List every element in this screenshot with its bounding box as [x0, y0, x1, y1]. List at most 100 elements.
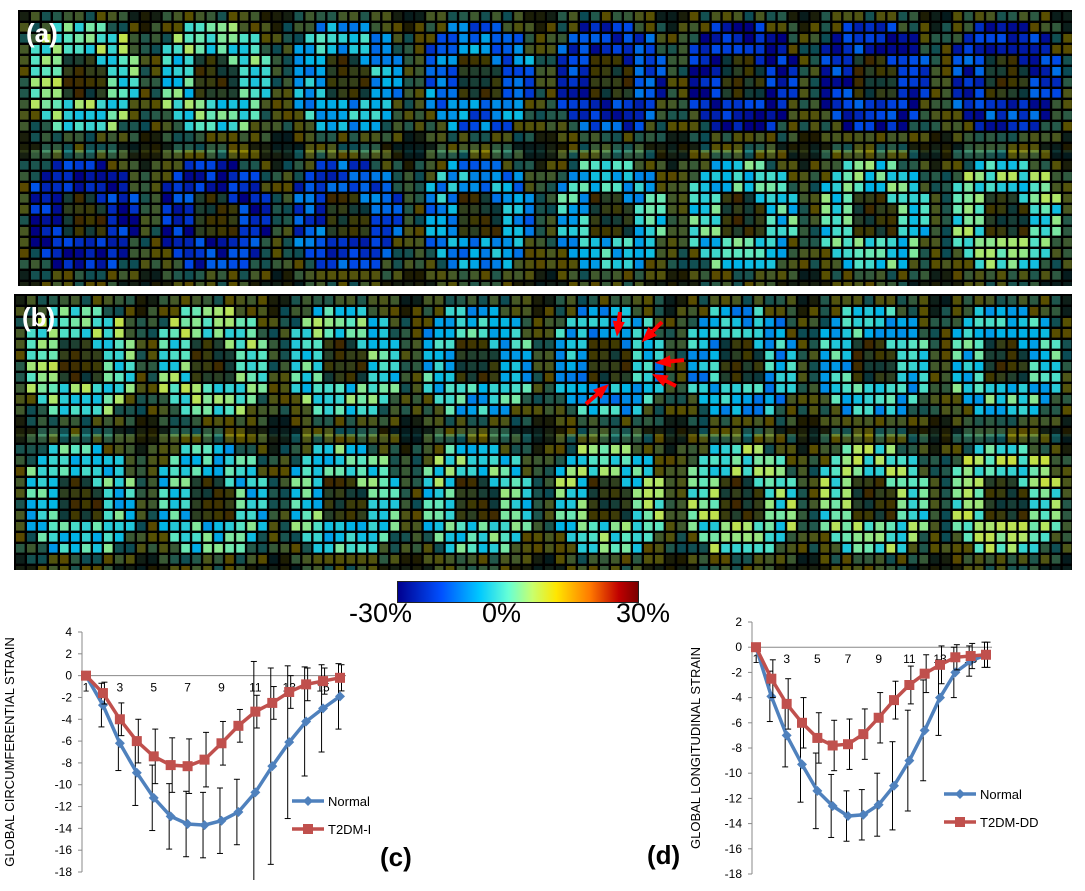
strain-cell	[580, 111, 589, 120]
strain-cell	[722, 161, 732, 170]
strain-cell	[294, 122, 304, 131]
strain-cell	[831, 555, 841, 564]
strain-cell	[173, 249, 183, 258]
strain-cell	[1051, 406, 1061, 415]
strain-cell	[75, 238, 84, 247]
strain-cell	[423, 544, 433, 553]
strain-cell	[776, 445, 785, 454]
strain-cell	[700, 144, 710, 153]
strain-cell	[97, 122, 106, 131]
strain-cell	[316, 23, 326, 32]
strain-cell	[503, 67, 512, 76]
strain-cell	[699, 522, 708, 531]
strain-cell	[1040, 478, 1050, 487]
strain-cell	[536, 100, 545, 109]
strain-cell	[754, 362, 763, 371]
strain-cell	[360, 227, 370, 236]
strain-cell	[721, 329, 730, 338]
strain-cell	[919, 428, 929, 437]
strain-cell	[930, 428, 940, 437]
strain-cell	[655, 362, 664, 371]
strain-cell	[997, 205, 1006, 214]
strain-cell	[700, 150, 710, 159]
strain-cell	[42, 111, 51, 120]
strain-cell	[481, 111, 490, 120]
strain-cell	[82, 555, 91, 564]
strain-cell	[162, 271, 172, 280]
strain-cell	[71, 417, 80, 426]
strain-cell	[909, 161, 919, 170]
strain-cell	[644, 456, 653, 465]
strain-cell	[225, 500, 234, 509]
strain-cell	[1063, 282, 1072, 286]
strain-cell	[633, 544, 642, 553]
strain-cell	[1062, 500, 1072, 509]
strain-cell	[415, 67, 424, 76]
strain-cell	[382, 45, 392, 54]
strain-cell	[657, 183, 666, 192]
strain-cell	[688, 351, 697, 360]
strain-cell	[677, 467, 686, 476]
strain-cell	[225, 307, 234, 316]
strain-cell	[600, 373, 609, 382]
strain-cell	[404, 56, 414, 65]
strain-cell	[42, 249, 51, 258]
strain-cell	[302, 395, 312, 404]
strain-cell	[415, 216, 424, 225]
strain-cell	[130, 56, 139, 65]
strain-cell	[162, 150, 172, 159]
strain-cell	[38, 373, 47, 382]
strain-cell	[875, 428, 885, 437]
strain-cell	[887, 260, 897, 269]
strain-cell	[445, 522, 455, 531]
strain-cell	[536, 12, 545, 21]
strain-cell	[567, 362, 576, 371]
strain-cell	[591, 227, 600, 236]
strain-cell	[294, 89, 304, 98]
strain-cell	[379, 373, 389, 382]
strain-cell	[875, 307, 885, 316]
strain-cell	[853, 478, 863, 487]
strain-cell	[678, 67, 688, 76]
strain-cell	[777, 67, 787, 76]
strain-cell	[622, 406, 631, 415]
strain-cell	[754, 456, 763, 465]
strain-cell	[478, 307, 488, 316]
strain-cell	[821, 161, 831, 170]
strain-cell	[809, 489, 819, 498]
strain-cell	[382, 144, 392, 153]
strain-cell	[511, 511, 521, 520]
strain-cell	[93, 489, 102, 498]
strain-cell	[159, 522, 168, 531]
strain-cell	[766, 100, 776, 109]
strain-cell	[525, 194, 534, 203]
strain-cell	[225, 533, 234, 542]
strain-cell	[996, 434, 1006, 443]
strain-cell	[53, 260, 62, 269]
strain-cell	[148, 489, 157, 498]
strain-cell	[335, 296, 345, 305]
strain-cell	[415, 282, 424, 286]
strain-cell	[31, 249, 40, 258]
strain-cell	[655, 500, 664, 509]
strain-cell	[743, 533, 752, 542]
strain-cell	[130, 78, 139, 87]
strain-cell	[525, 67, 534, 76]
strain-cell	[545, 406, 554, 415]
strain-cell	[1019, 238, 1028, 247]
strain-cell	[700, 161, 710, 170]
strain-cell	[1040, 456, 1050, 465]
strain-cell	[49, 566, 58, 570]
strain-cell	[854, 12, 864, 21]
strain-cell	[269, 489, 278, 498]
strain-cell	[799, 249, 809, 258]
strain-cell	[104, 318, 113, 327]
strain-cell	[335, 533, 345, 542]
strain-cell	[832, 205, 842, 214]
strain-cell	[678, 271, 688, 280]
strain-cell	[810, 89, 820, 98]
strain-cell	[743, 489, 752, 498]
strain-cell	[799, 89, 809, 98]
strain-cell	[291, 340, 301, 349]
strain-cell	[567, 555, 576, 564]
